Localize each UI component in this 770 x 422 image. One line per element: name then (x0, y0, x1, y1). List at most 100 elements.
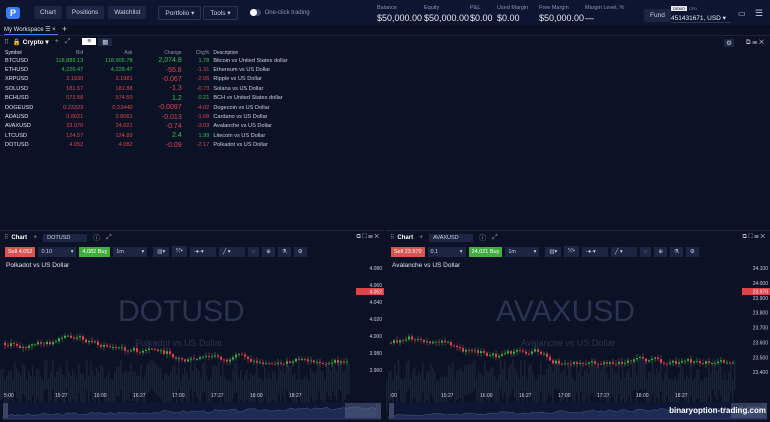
expand-icon[interactable]: ⤢ (106, 233, 112, 241)
flask-icon[interactable]: ⚗ (669, 246, 683, 257)
column-header[interactable]: Symbol (5, 49, 22, 56)
expand-icon[interactable]: ⤢ (492, 233, 498, 241)
navigator-window[interactable] (731, 403, 767, 418)
drag-handle-icon[interactable]: ⠿ (390, 235, 395, 241)
tools-dropdown[interactable]: Tools ▾ (203, 5, 238, 20)
flask-icon[interactable]: ⚗ (277, 246, 291, 257)
comment-icon[interactable]: ◌ (247, 246, 260, 257)
watchlist-name: Crypto (22, 38, 44, 46)
table-row[interactable]: BCHUSD 573.58 574.50 1.2 0.21 BCH vs Uni… (0, 94, 330, 103)
description: Polkadot vs US Dollar (213, 142, 268, 149)
table-row[interactable]: XRPUSD 3.1930 3.1981 -0.067 -2.06 Ripple… (0, 75, 330, 84)
buy-button[interactable]: 4.082 Buy (79, 246, 111, 257)
table-row[interactable]: ETHUSD 4,226.47 4,228.47 -55.8 -1.31 Eth… (0, 65, 330, 74)
candle (223, 359, 225, 361)
settings-icon[interactable]: ⚙ (724, 39, 734, 47)
navigator-left-handle[interactable] (3, 403, 8, 418)
panel-controls[interactable]: ⧉ ⛶ ☰ ✕ (742, 234, 765, 240)
nav-positions[interactable]: Positions (65, 6, 105, 19)
volume-bar (74, 373, 76, 404)
add-icon[interactable]: + (419, 234, 424, 241)
fund-button[interactable]: Fund (644, 9, 671, 22)
list-view-button[interactable]: ≡ (82, 38, 97, 45)
column-header[interactable]: Description (213, 49, 239, 56)
quantity-select[interactable]: 0.10 ▾ (38, 246, 77, 257)
drag-handle-icon[interactable]: ⠿ (4, 38, 9, 46)
sell-button[interactable]: Sell 23.970 (391, 246, 425, 257)
interval-value: 1m (116, 248, 124, 255)
candle (166, 351, 168, 354)
x-tick: 16:27 (519, 393, 532, 399)
draw-line-icon[interactable]: ╱ ▾ (611, 246, 638, 257)
zoom-icon[interactable]: ⊕ (654, 246, 667, 257)
drag-handle-icon[interactable]: ⠿ (4, 235, 9, 241)
info-icon[interactable]: ⓘ (479, 234, 487, 242)
volume-bar (682, 368, 684, 399)
interval-select[interactable]: 1m ▾ (113, 246, 148, 257)
candlestick-chart[interactable]: 4.080 4.060 4.040 4.020 4.000 3.980 3.960 4.052… (0, 231, 384, 422)
column-header[interactable]: Chg% (195, 49, 210, 56)
navigator-left-handle[interactable] (389, 403, 394, 418)
portfolio-dropdown[interactable]: Portfolio ▾ (158, 5, 202, 20)
navigator-right-handle[interactable] (376, 403, 381, 418)
info-icon[interactable]: ⓘ (93, 234, 101, 242)
crosshair-icon[interactable]: -●-▾ (582, 246, 609, 257)
zoom-icon[interactable]: ⊕ (262, 246, 275, 257)
chart-type-icon[interactable]: ▥▾ (153, 246, 170, 257)
watchlist-selector[interactable]: 🔒 Crypto ▾ (12, 38, 49, 46)
menu-icon[interactable]: ☰ (755, 8, 764, 18)
table-row[interactable]: AVAXUSD 23.970 24.021 -0.74 -3.03 Avalan… (0, 122, 330, 131)
add-tab-icon[interactable]: + (62, 24, 68, 34)
account-selector[interactable]: DEMO CFD 451431671, USD ▾ (671, 5, 731, 23)
volume-bar (40, 377, 42, 408)
layout-icon[interactable]: ▭ (738, 9, 746, 18)
candle (313, 360, 315, 363)
chart-type-icon[interactable]: ▥▾ (545, 246, 562, 257)
comment-icon[interactable]: ◌ (640, 246, 652, 257)
crosshair-icon[interactable]: -●-▾ (189, 246, 216, 257)
symbol-input[interactable]: AVAXUSD (429, 233, 474, 242)
volume-bar (22, 363, 24, 394)
one-click-toggle[interactable] (249, 9, 261, 16)
sell-button[interactable]: Sell 4.052 (5, 246, 36, 257)
candlestick-chart[interactable]: 24.100 24.000 23.900 23.800 23.700 23.600 23.5… (386, 231, 770, 422)
nav-watchlist[interactable]: Watchlist (108, 6, 147, 19)
add-icon[interactable]: + (54, 38, 59, 45)
column-header[interactable]: Bid (76, 49, 84, 56)
draw-line-icon[interactable]: ╱ ▾ (218, 246, 245, 257)
column-header[interactable]: Ask (124, 49, 133, 56)
nav-chart[interactable]: Chart (34, 6, 62, 19)
add-icon[interactable]: + (33, 234, 38, 241)
volume-bar (128, 371, 130, 402)
ask: 181.88 (115, 85, 133, 92)
indicators-icon[interactable]: ⤲▾ (172, 246, 187, 257)
candle (214, 355, 216, 357)
navigator-window[interactable] (345, 403, 381, 418)
tab-my-workspace[interactable]: My Workspace ☰ × (4, 26, 58, 35)
volume-bar (338, 359, 340, 390)
settings-icon[interactable]: ⚙ (685, 246, 699, 257)
volume-bar (646, 378, 648, 409)
panel-controls[interactable]: ⧉ ☰ ✕ (745, 39, 764, 46)
x-tick: 17:00 (172, 393, 185, 399)
volume-bar (516, 371, 518, 402)
column-header[interactable]: Change (164, 49, 182, 56)
expand-icon[interactable]: ⤢ (64, 37, 71, 45)
panel-controls[interactable]: ⧉ ⛶ ☰ ✕ (356, 234, 379, 240)
settings-icon[interactable]: ⚙ (293, 246, 307, 257)
grid-view-button[interactable]: ▦ (98, 37, 113, 46)
table-row[interactable]: LTCUSD 124.57 124.89 2.4 1.99 Litecoin v… (0, 131, 330, 140)
navigator-right-handle[interactable] (762, 403, 767, 418)
table-row[interactable]: ADAUSD 0.8021 0.8061 -0.013 -1.68 Cardan… (0, 112, 330, 121)
symbol-input[interactable]: DOTUSD (43, 233, 88, 242)
buy-button[interactable]: 24.021 Buy (468, 246, 503, 257)
interval-select[interactable]: 1m ▾ (505, 246, 540, 257)
indicators-icon[interactable]: ⤲▾ (564, 246, 580, 257)
table-row[interactable]: SOLUSD 181.57 181.88 -1.3 -0.73 Solana v… (0, 84, 330, 93)
quantity-select[interactable]: 0.1 ▾ (427, 246, 466, 257)
volume-bar (640, 359, 642, 390)
table-row[interactable]: BTCUSD 118,889.13 118,905.78 2,074.8 1.7… (0, 56, 330, 65)
table-row[interactable]: DOGEUSD 0.23323 0.23440 -0.0097 -4.02 Do… (0, 103, 330, 112)
volume-bar (680, 363, 682, 394)
table-row[interactable]: DOTUSD 4.052 4.082 -0.09 -2.17 Polkadot … (0, 141, 330, 150)
